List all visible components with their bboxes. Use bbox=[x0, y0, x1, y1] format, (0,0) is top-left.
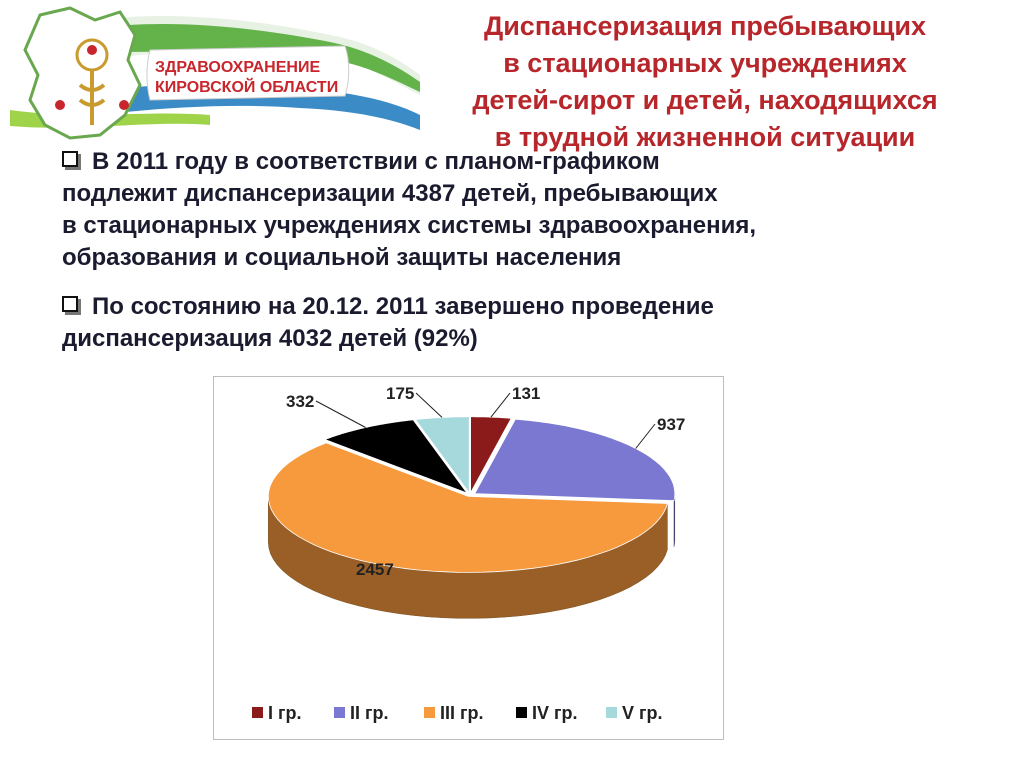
title-line: в трудной жизненной ситуации bbox=[494, 122, 916, 152]
leader-line bbox=[490, 392, 511, 418]
bullet-line: образования и социальной защиты населени… bbox=[62, 244, 622, 271]
legend-label: III гр. bbox=[440, 703, 484, 723]
checkbox-bullet-icon bbox=[62, 296, 78, 312]
pie-slice bbox=[470, 416, 512, 493]
data-label: 332 bbox=[286, 392, 314, 411]
title-line: Диспансеризация пребывающих bbox=[483, 11, 927, 41]
leader-line bbox=[635, 423, 656, 449]
logo-text-1: ЗДРАВООХРАНЕНИЕ bbox=[155, 59, 320, 76]
legend-swatch bbox=[252, 707, 263, 718]
data-label: 131 bbox=[512, 384, 540, 403]
leader-line bbox=[315, 400, 366, 428]
title-line: в стационарных учреждениях bbox=[503, 48, 907, 78]
bullet-plan: В 2011 году в соответствии с планом-граф… bbox=[62, 146, 962, 274]
logo-text-2: КИРОВСКОЙ ОБЛАСТИ bbox=[155, 77, 338, 96]
data-label: 937 bbox=[657, 415, 685, 434]
legend-swatch bbox=[334, 707, 345, 718]
bullet-line: в стационарных учреждениях системы здрав… bbox=[62, 212, 756, 239]
data-label: 175 bbox=[386, 384, 414, 403]
bullet-line: диспансеризация 4032 детей (92%) bbox=[62, 325, 478, 352]
legend-label: I гр. bbox=[268, 703, 302, 723]
legend-swatch bbox=[606, 707, 617, 718]
leader-line bbox=[415, 392, 443, 418]
legend-swatch bbox=[424, 707, 435, 718]
legend-swatch bbox=[516, 707, 527, 718]
bullet-progress: По состоянию на 20.12. 2011 завершено пр… bbox=[62, 291, 962, 355]
legend-label: V гр. bbox=[622, 703, 663, 723]
chart-legend: I гр. II гр. III гр. IV гр. V гр. bbox=[252, 703, 663, 723]
data-label: 2457 bbox=[356, 560, 394, 579]
legend-label: IV гр. bbox=[532, 703, 578, 723]
bullet-line: По состоянию на 20.12. 2011 завершено пр… bbox=[92, 293, 714, 320]
bullet-line: В 2011 году в соответствии с планом-граф… bbox=[92, 148, 660, 175]
pie-slice-side bbox=[673, 493, 676, 547]
bullet-line: подлежит диспансеризации 4387 детей, пре… bbox=[62, 180, 718, 207]
logo-banner: ЗДРАВООХРАНЕНИЕ КИРОВСКОЙ ОБЛАСТИ bbox=[0, 0, 440, 150]
checkbox-bullet-icon bbox=[62, 151, 78, 167]
pie-chart-panel: 131 937 2457 332 175 I гр. II гр. III гр. IV гр.… bbox=[213, 376, 724, 740]
emblem-icon bbox=[23, 6, 142, 140]
pie-chart: 131 937 2457 332 175 I гр. II гр. III гр. IV гр.… bbox=[252, 384, 685, 723]
title-line: детей-сирот и детей, находящихся bbox=[472, 85, 938, 115]
pie-slice bbox=[474, 418, 676, 502]
legend-label: II гр. bbox=[350, 703, 389, 723]
pie-slice bbox=[267, 442, 668, 573]
page-title: Диспансеризация пребывающих в стационарн… bbox=[395, 8, 1015, 156]
